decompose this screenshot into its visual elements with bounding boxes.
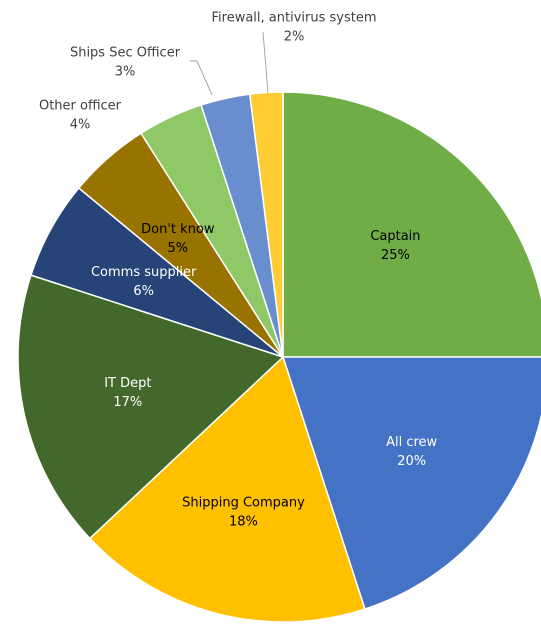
slice-label: Firewall, antivirus system — [212, 11, 377, 26]
slice-value-label: 18% — [229, 515, 258, 530]
pie-slice — [281, 356, 541, 610]
pie-slice — [88, 355, 366, 623]
slice-label: Shipping Company — [182, 496, 305, 511]
slice-value-label: 25% — [381, 248, 410, 263]
slice-label: Ships Sec Officer — [70, 46, 181, 61]
slice-value-label: 17% — [113, 395, 142, 410]
pie-slice — [17, 274, 285, 540]
slice-label: Captain — [370, 229, 420, 244]
slice-label: IT Dept — [104, 376, 151, 391]
slice-label: Comms supplier — [91, 265, 197, 280]
pie-slice — [248, 91, 284, 358]
slice-value-label: 20% — [397, 454, 426, 469]
leader-line — [190, 60, 213, 96]
pie-slice — [282, 91, 541, 358]
slice-value-label: 2% — [284, 30, 305, 45]
slice-label: All crew — [386, 435, 437, 450]
slice-label: Don't know — [141, 222, 215, 237]
slice-value-label: 3% — [115, 65, 136, 80]
leader-line — [262, 31, 269, 94]
slice-value-label: 4% — [70, 118, 91, 133]
slice-label: Other officer — [39, 99, 122, 114]
slice-value-label: 5% — [168, 241, 189, 256]
slice-value-label: 6% — [133, 284, 154, 299]
